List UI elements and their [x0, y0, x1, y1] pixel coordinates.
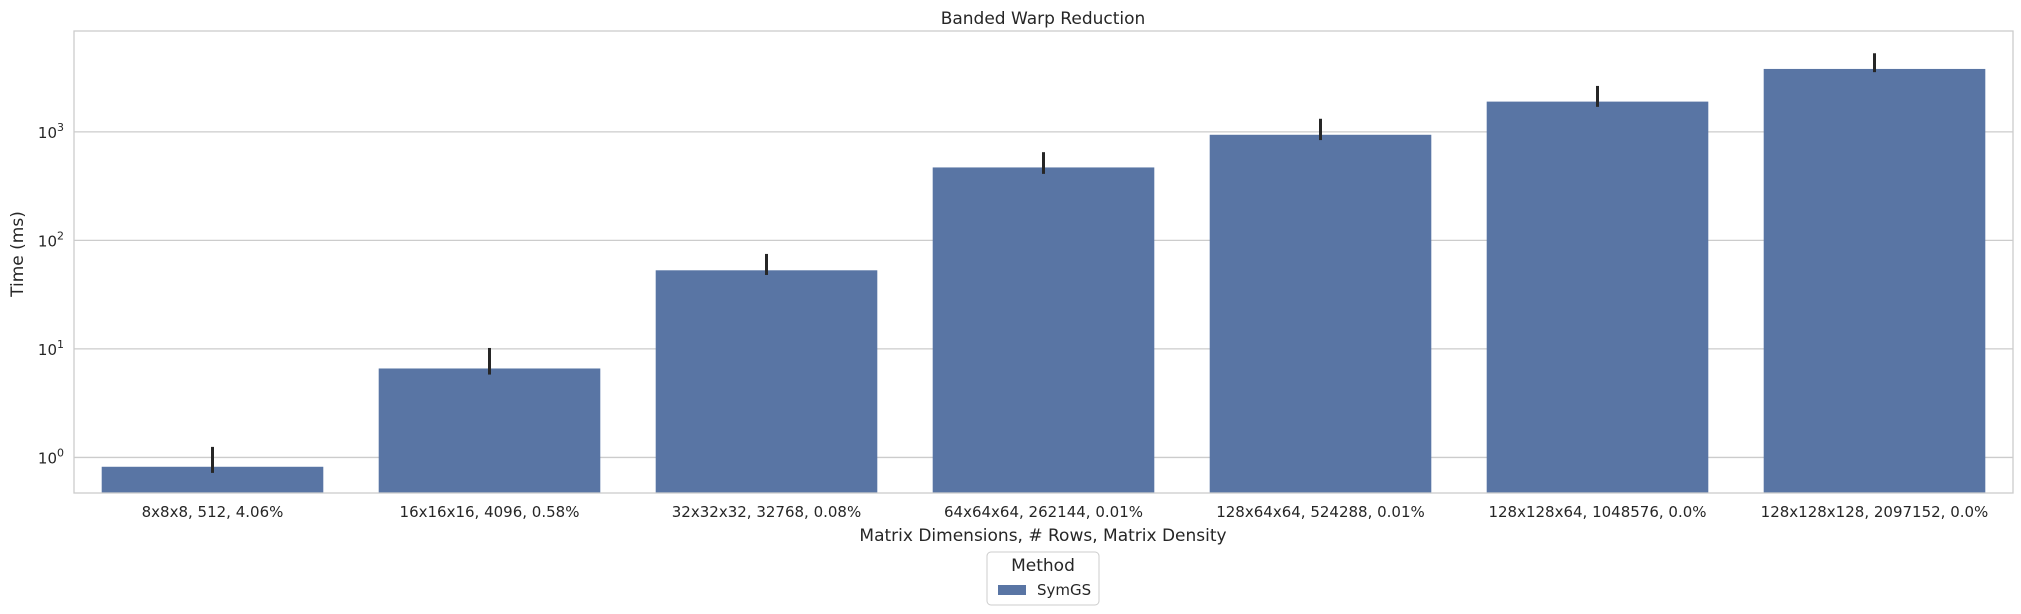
y-axis-label: Time (ms) — [8, 211, 28, 298]
bar-5 — [1486, 101, 1709, 494]
x-tick-label-5: 128x128x64, 1048576, 0.0% — [1488, 503, 1706, 521]
x-tick-label-3: 64x64x64, 262144, 0.01% — [944, 503, 1143, 521]
error-bars — [211, 53, 1876, 473]
y-tick-label-3: 103 — [38, 121, 64, 142]
y-tick-label-1: 101 — [38, 338, 64, 359]
legend-swatch-symgs — [998, 585, 1026, 595]
x-axis-label: Matrix Dimensions, # Rows, Matrix Densit… — [859, 526, 1226, 546]
x-tick-label-4: 128x64x64, 524288, 0.01% — [1216, 503, 1425, 521]
bar-1 — [378, 368, 601, 493]
bar-3 — [932, 167, 1155, 493]
y-tick-labels: 100 101 102 103 — [38, 121, 64, 468]
x-tick-label-6: 128x128x128, 2097152, 0.0% — [1761, 503, 1989, 521]
bars — [101, 68, 1986, 494]
legend: Method SymGS — [986, 551, 1100, 606]
plot-frame — [73, 30, 2014, 494]
x-tick-label-2: 32x32x32, 32768, 0.08% — [672, 503, 861, 521]
bar-6 — [1763, 68, 1986, 494]
legend-label-symgs: SymGS — [1037, 581, 1091, 599]
bar-2 — [655, 270, 878, 493]
x-tick-label-1: 16x16x16, 4096, 0.58% — [400, 503, 580, 521]
y-tick-label-2: 102 — [38, 229, 64, 250]
y-tick-label-0: 100 — [38, 446, 64, 467]
bar-4 — [1209, 134, 1432, 493]
chart-title: Banded Warp Reduction — [941, 9, 1146, 29]
x-tick-labels: 8x8x8, 512, 4.06% 16x16x16, 4096, 0.58% 32… — [142, 503, 1989, 521]
x-tick-label-0: 8x8x8, 512, 4.06% — [142, 503, 284, 521]
legend-title: Method — [1011, 556, 1075, 576]
